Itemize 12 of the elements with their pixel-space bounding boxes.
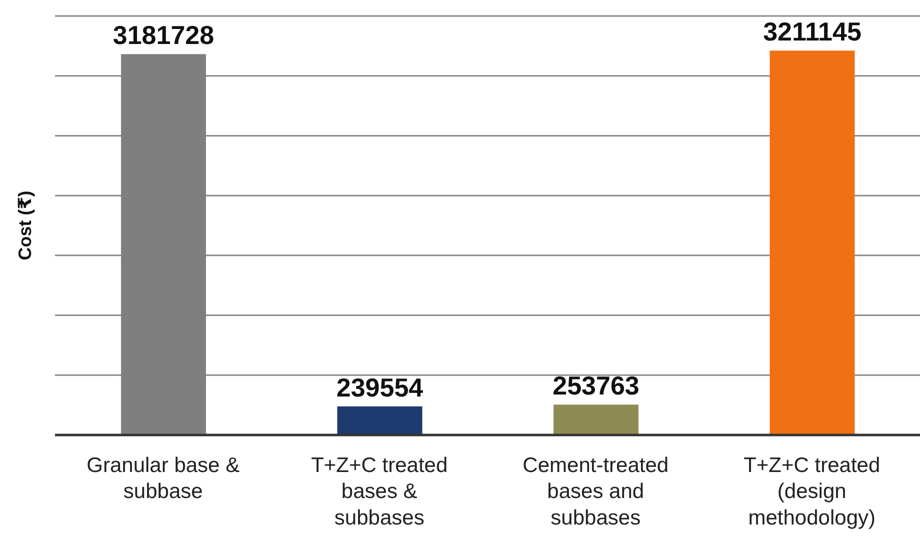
- data-label: 3211145: [763, 16, 862, 47]
- bar: [554, 404, 638, 435]
- bar: [770, 50, 855, 435]
- x-tick-label: Cement-treated bases and subbases: [522, 454, 669, 530]
- data-label: 253763: [552, 370, 640, 401]
- x-tick-label: T+Z+C treated bases & subbases: [311, 454, 448, 530]
- x-tick-label: T+Z+C treated (design methodology): [744, 454, 880, 530]
- bar: [337, 406, 422, 435]
- data-label: 3181728: [112, 20, 214, 50]
- data-label: 239554: [336, 372, 424, 402]
- y-axis-title: Cost (₹): [15, 190, 35, 260]
- x-tick-label: Granular base & subbase: [86, 454, 240, 504]
